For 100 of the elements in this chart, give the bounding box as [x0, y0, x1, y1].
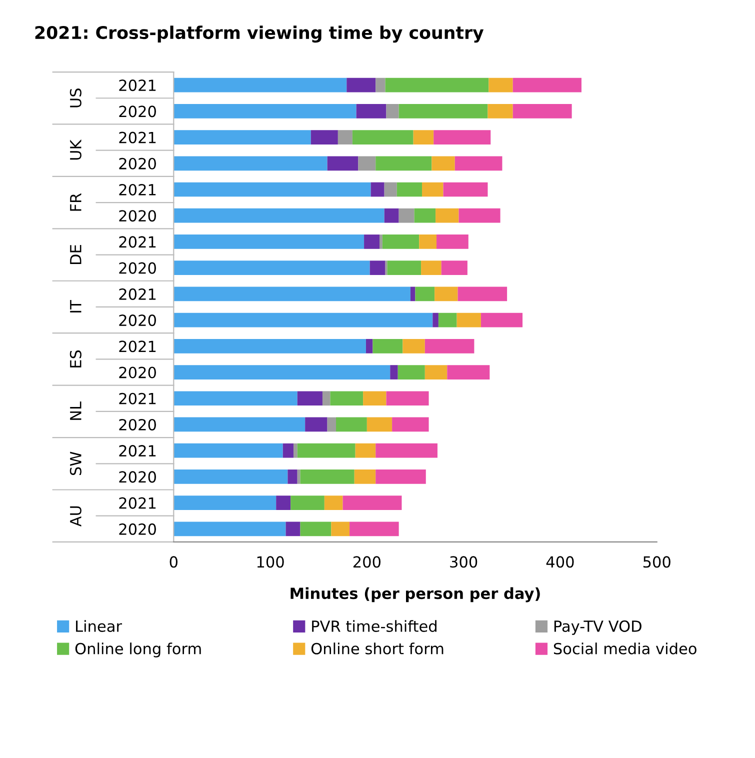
bar: [330, 391, 364, 406]
bar: [174, 365, 390, 380]
bar: [376, 156, 432, 171]
y-tick-label: 2021: [119, 184, 156, 196]
bar: [174, 104, 356, 118]
bar: [413, 130, 434, 144]
y-tick-label: 2021: [119, 340, 156, 352]
text: NL: [70, 402, 82, 420]
bar: [366, 417, 392, 432]
bar: [438, 312, 457, 328]
y-tick-label: 2021: [119, 236, 156, 248]
y-tick-label: 2020: [119, 523, 156, 535]
bar: [386, 104, 399, 118]
bar: [366, 338, 373, 354]
y-tick-label: 2021: [119, 132, 156, 144]
bar: [379, 234, 382, 249]
bar: [443, 182, 488, 197]
bar: [346, 78, 376, 92]
bar: [410, 286, 416, 302]
legend-label: Pay-TV VOD: [554, 620, 642, 635]
y-tick-label: 2020: [119, 106, 156, 118]
bar: [300, 522, 332, 536]
bar: [512, 104, 572, 118]
bar: [350, 522, 399, 536]
bar: [174, 522, 286, 536]
bar: [282, 443, 294, 458]
y-tick-label: 2020: [119, 471, 156, 483]
y-tick-label: 2021: [119, 445, 156, 457]
bar: [174, 470, 288, 484]
bar: [390, 365, 398, 380]
bar: [174, 338, 366, 354]
y-tick-label: 2020: [119, 314, 156, 326]
bar: [396, 182, 422, 197]
bar: [414, 208, 436, 223]
bar: [293, 443, 298, 458]
text: US: [70, 88, 82, 108]
x-tick-label: 200: [353, 556, 380, 568]
bar: [382, 234, 420, 249]
bar: [342, 496, 402, 510]
bar: [174, 443, 283, 458]
x-tick-label: 0: [170, 556, 178, 568]
bar: [434, 286, 458, 302]
y-tick-label: 2021: [119, 392, 156, 404]
bar: [402, 338, 425, 354]
bar: [174, 312, 433, 328]
bar: [480, 312, 523, 328]
y-tick-label: 2020: [119, 158, 156, 170]
bar: [422, 182, 444, 197]
bar: [174, 260, 370, 276]
bar: [436, 208, 459, 223]
bar: [174, 182, 371, 197]
y-tick-label: 2021: [119, 80, 156, 92]
bar: [174, 130, 311, 144]
bar: [324, 496, 343, 510]
bar: [432, 312, 438, 328]
bar: [310, 130, 338, 144]
text: SW: [70, 452, 82, 476]
x-tick-label: 400: [546, 556, 574, 568]
text: ES: [70, 350, 82, 368]
bar: [458, 208, 500, 223]
bar: [288, 470, 298, 484]
bar: [305, 417, 328, 432]
bar: [286, 522, 300, 536]
bar: [421, 260, 442, 276]
bar: [398, 208, 414, 223]
bar: [447, 365, 490, 380]
bar: [322, 391, 330, 406]
legend-label: PVR time-shifted: [312, 620, 436, 632]
bar: [384, 208, 399, 223]
bar: [392, 417, 429, 432]
bar: [488, 78, 513, 92]
y-tick-label: 2021: [119, 288, 156, 300]
x-axis-title: Minutes (per person per day): [290, 587, 540, 602]
bar: [300, 470, 354, 484]
bar: [434, 130, 491, 144]
bar: [297, 391, 322, 406]
bar: [358, 156, 376, 171]
bar: [174, 286, 410, 302]
bar: [398, 104, 488, 118]
bar: [364, 234, 380, 249]
text: IT: [70, 300, 82, 312]
bar: [436, 234, 468, 249]
bar: [370, 260, 386, 276]
text: DE: [70, 245, 82, 264]
bar: [376, 78, 386, 92]
bar: [376, 470, 426, 484]
x-tick-label: 300: [450, 556, 478, 568]
bar: [355, 443, 376, 458]
y-tick-label: 2020: [119, 210, 156, 222]
bar: [385, 78, 489, 92]
legend-label: Linear: [76, 620, 122, 632]
bar: [363, 391, 386, 406]
bar: [512, 78, 582, 92]
bar: [458, 286, 508, 302]
bar: [174, 234, 364, 249]
legend-label: Social media video: [554, 642, 696, 654]
bar: [327, 417, 336, 432]
bar: [174, 391, 298, 406]
bar: [386, 391, 429, 406]
y-tick-label: 2021: [119, 497, 156, 509]
